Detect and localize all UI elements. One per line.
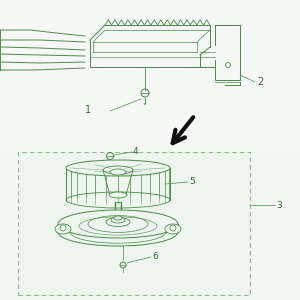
Ellipse shape <box>165 224 181 234</box>
Text: 2: 2 <box>257 77 263 87</box>
Ellipse shape <box>58 218 178 246</box>
Ellipse shape <box>111 217 125 223</box>
Ellipse shape <box>58 210 178 238</box>
Ellipse shape <box>110 169 126 175</box>
Ellipse shape <box>103 166 133 174</box>
Bar <box>18 152 250 295</box>
Ellipse shape <box>55 224 71 234</box>
Text: 5: 5 <box>189 177 195 186</box>
Ellipse shape <box>114 216 122 220</box>
Text: 6: 6 <box>152 252 158 261</box>
Ellipse shape <box>106 218 130 226</box>
Ellipse shape <box>66 160 170 176</box>
Text: 1: 1 <box>85 105 91 115</box>
Text: 3: 3 <box>276 201 282 210</box>
Ellipse shape <box>109 192 127 198</box>
Bar <box>0 0 300 152</box>
Text: 4: 4 <box>133 147 139 156</box>
